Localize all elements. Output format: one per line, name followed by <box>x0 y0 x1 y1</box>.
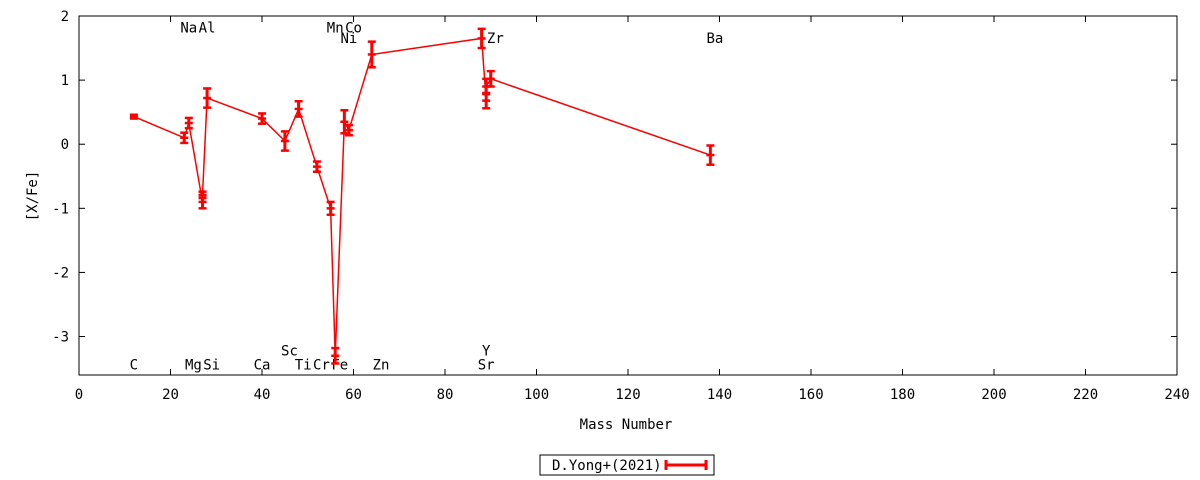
x-tick-label: 120 <box>615 387 640 403</box>
element-label: Cr <box>313 358 330 374</box>
y-tick-label: 0 <box>61 137 69 153</box>
y-tick-label: 1 <box>61 73 69 89</box>
data-point <box>477 27 486 50</box>
data-point <box>367 40 376 69</box>
y-tick-label: -2 <box>52 265 69 281</box>
element-label: Co <box>345 21 362 37</box>
element-label: Sr <box>478 358 495 374</box>
element-label: Ca <box>254 358 271 374</box>
element-label: Mg <box>185 358 202 374</box>
x-tick-label: 200 <box>981 387 1006 403</box>
data-point <box>326 200 335 216</box>
data-point <box>184 116 193 130</box>
y-axis: 2 1 0 -1 -2 -3 <box>52 9 1177 346</box>
data-point <box>180 131 189 145</box>
y-tick-label: -1 <box>52 201 69 217</box>
element-label: Y <box>482 344 491 360</box>
y-axis-label: [X/Fe] <box>25 171 41 222</box>
x-tick-label: 100 <box>524 387 549 403</box>
data-point <box>294 100 303 118</box>
data-point <box>129 113 138 120</box>
y-tick-label: 2 <box>61 9 69 25</box>
data-point <box>344 123 353 137</box>
legend-box <box>539 454 715 476</box>
x-tick-label: 180 <box>890 387 915 403</box>
data-point <box>486 69 495 88</box>
plot-frame <box>78 15 1178 376</box>
data-point <box>280 130 289 152</box>
element-label: Mn <box>327 21 344 37</box>
x-tick-label: 0 <box>75 387 83 403</box>
x-tick-label: 140 <box>707 387 732 403</box>
x-tick-label: 80 <box>437 387 454 403</box>
y-tick-label: -3 <box>52 330 69 346</box>
data-point <box>706 144 715 166</box>
data-point <box>312 160 321 174</box>
element-label: Ba <box>706 31 723 47</box>
x-tick-label: 240 <box>1164 387 1189 403</box>
series-line <box>133 37 711 356</box>
data-point <box>340 108 349 135</box>
series-layer <box>129 27 715 365</box>
element-label: Si <box>203 358 220 374</box>
x-axis: 0 20 40 60 80 100 120 140 160 180 200 220 240 <box>75 16 1190 403</box>
data-point <box>331 346 340 365</box>
legend-label: D.Yong+(2021) <box>552 458 662 474</box>
data-point <box>198 190 207 200</box>
element-label: Al <box>199 21 216 37</box>
element-label: Ni <box>340 31 357 47</box>
element-label: C <box>130 358 138 374</box>
x-tick-label: 220 <box>1073 387 1098 403</box>
x-tick-label: 20 <box>162 387 179 403</box>
x-tick-label: 40 <box>254 387 271 403</box>
element-label: Na <box>180 21 197 37</box>
x-axis-label: Mass Number <box>580 417 673 433</box>
element-label: Zn <box>373 358 390 374</box>
data-point <box>482 91 491 110</box>
element-label: Ti <box>295 358 312 374</box>
element-label: Zr <box>487 31 504 47</box>
x-tick-label: 160 <box>798 387 823 403</box>
data-point <box>258 112 266 125</box>
legend: D.Yong+(2021) <box>539 454 715 476</box>
element-label: Sc <box>281 344 298 360</box>
data-point <box>203 87 212 109</box>
x-tick-label: 60 <box>345 387 362 403</box>
